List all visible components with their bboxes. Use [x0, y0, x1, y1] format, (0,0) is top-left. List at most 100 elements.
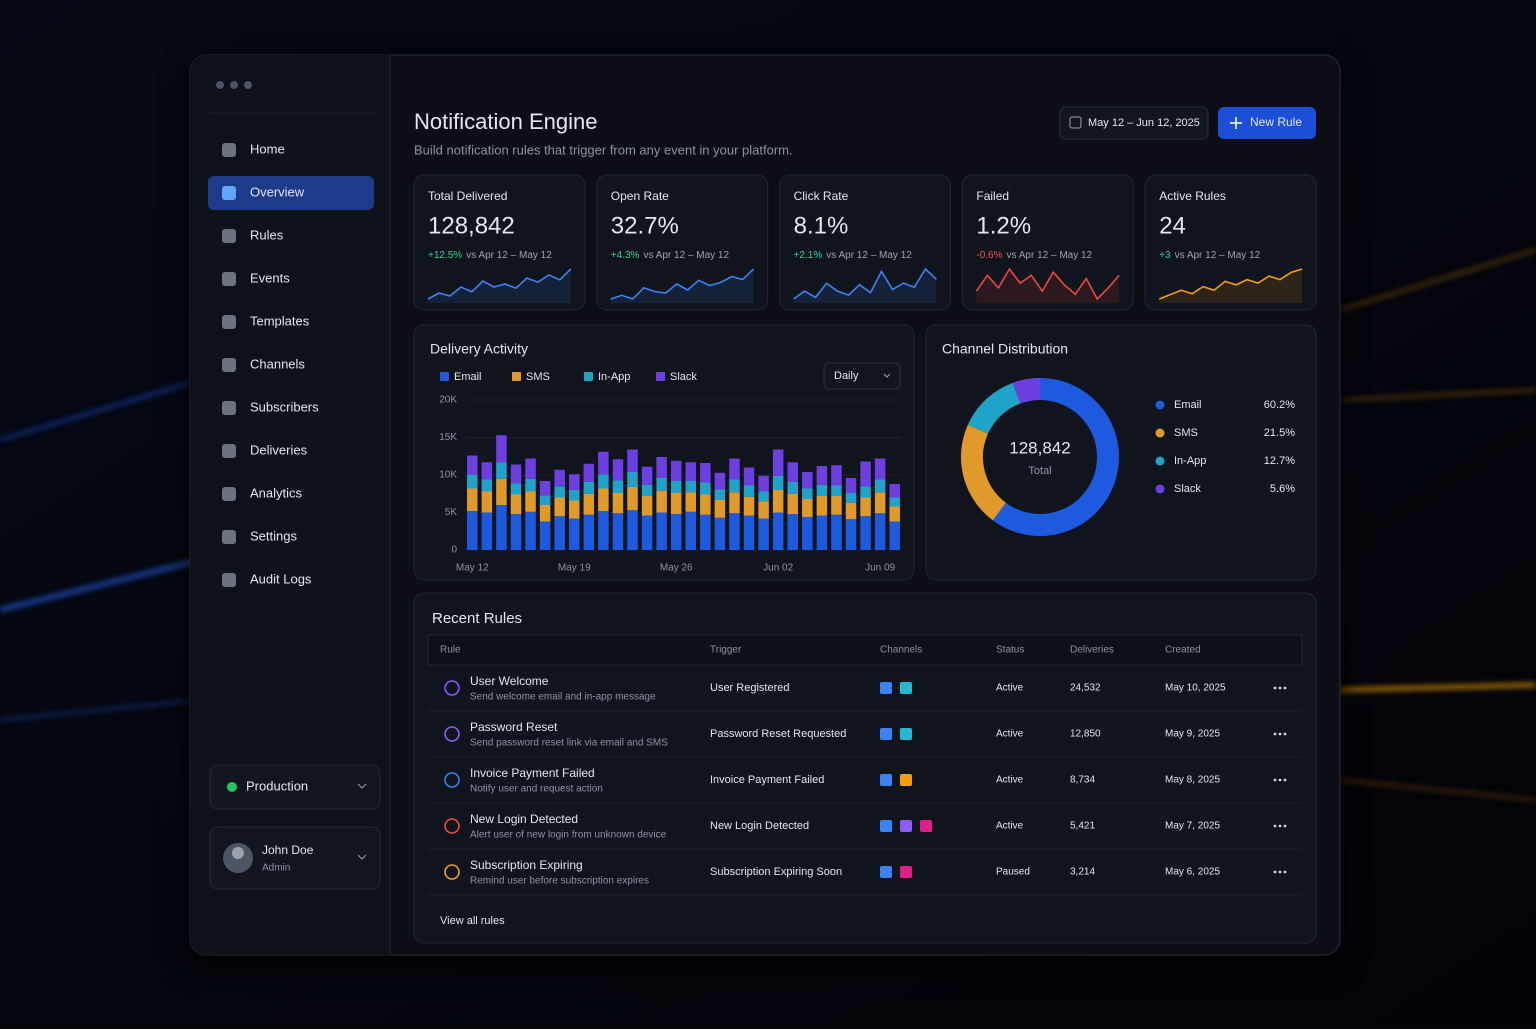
bar-segment	[598, 474, 609, 489]
legend-dot	[1155, 484, 1165, 494]
bar-segment	[598, 488, 609, 511]
rule-deliveries: 8,734	[1070, 775, 1095, 786]
kpi-comparison: vs Apr 12 – May 12	[466, 250, 552, 261]
menu-dot	[1278, 778, 1282, 782]
row-menu[interactable]	[1273, 686, 1287, 690]
kpi-comparison: vs Apr 12 – May 12	[1007, 250, 1093, 261]
rule-name: Password Reset	[470, 720, 558, 734]
bar-segment	[467, 475, 478, 489]
legend-label: Email	[1174, 399, 1202, 411]
new-rule-label: New Rule	[1250, 115, 1302, 129]
menu-dot	[1283, 732, 1287, 736]
bar-segment	[874, 479, 886, 493]
rule-status: Paused	[996, 867, 1030, 878]
environment-select[interactable]	[209, 764, 381, 810]
kpi-comparison: vs Apr 12 – May 12	[1175, 250, 1261, 261]
row-menu[interactable]	[1273, 870, 1287, 874]
bar-segment	[714, 472, 726, 490]
nav-item[interactable]: Audit Logs	[250, 571, 312, 586]
rule-created: May 6, 2025	[1165, 867, 1220, 878]
nav-item[interactable]: Events	[250, 270, 290, 285]
rule-created: May 10, 2025	[1165, 683, 1226, 694]
bar-segment	[845, 502, 857, 520]
bar-segment	[583, 514, 595, 550]
user-menu[interactable]	[209, 826, 381, 890]
bar-segment	[889, 521, 900, 550]
x-tick-label: May 26	[660, 563, 693, 574]
nav-item[interactable]: Templates	[250, 313, 310, 328]
bar-segment	[670, 493, 682, 514]
bar-segment	[496, 462, 507, 479]
bar-segment	[831, 485, 842, 496]
bar-segment	[656, 457, 667, 478]
sparkline	[1158, 268, 1303, 300]
donut-segment	[967, 382, 1021, 435]
row-menu[interactable]	[1273, 824, 1287, 828]
bar-segment	[700, 514, 711, 550]
nav-item[interactable]: Analytics	[250, 485, 303, 500]
nav-item[interactable]: Overview	[250, 184, 305, 199]
user-name: John Doe	[262, 843, 314, 857]
menu-dot	[1278, 686, 1282, 690]
rule-icon	[444, 726, 460, 742]
bar-segment	[569, 500, 580, 519]
x-tick-label: May 19	[558, 563, 591, 574]
chevron	[357, 854, 367, 860]
window-dot	[244, 81, 252, 89]
bar-segment	[627, 472, 638, 487]
nav-icon	[222, 401, 236, 415]
nav-item[interactable]: Home	[250, 141, 285, 156]
menu-dot	[1273, 824, 1277, 828]
rule-status: Active	[996, 683, 1024, 694]
column-header: Rule	[440, 645, 461, 656]
bar-segment	[496, 505, 507, 550]
nav-item[interactable]: Subscribers	[250, 399, 319, 414]
kpi-change: -0.6%	[976, 250, 1002, 261]
bar-segment	[816, 466, 828, 485]
legend-label: Email	[454, 371, 482, 383]
bar-segment	[510, 494, 522, 514]
kpi-change-line: -0.6% vs Apr 12 – May 12	[976, 250, 1092, 261]
nav-item[interactable]: Rules	[250, 227, 284, 242]
nav-item[interactable]: Deliveries	[250, 442, 308, 457]
bar-segment	[816, 515, 828, 550]
row-menu[interactable]	[1273, 778, 1287, 782]
rule-trigger: Invoice Payment Failed	[710, 774, 824, 786]
menu-dot	[1283, 824, 1287, 828]
kpi-value: 24	[1159, 212, 1186, 239]
x-tick-label: Jun 09	[865, 563, 895, 574]
nav-item[interactable]: Channels	[250, 356, 305, 371]
legend-label: Slack	[670, 371, 697, 383]
bar-segment	[554, 486, 565, 498]
chevron	[883, 373, 891, 378]
new-rule-button[interactable]	[1218, 107, 1316, 139]
rule-description: Send password reset link via email and S…	[470, 738, 668, 749]
row-menu[interactable]	[1273, 732, 1287, 736]
channel-icon	[900, 774, 912, 786]
bar-segment	[569, 490, 580, 501]
bar-segment	[627, 487, 638, 511]
column-header: Channels	[880, 645, 922, 656]
bar-segment	[831, 465, 842, 486]
view-all-link[interactable]: View all rules	[440, 915, 505, 927]
kpi-value: 128,842	[428, 212, 515, 239]
bar-segment	[627, 449, 638, 472]
period-select[interactable]	[823, 362, 901, 390]
bar-segment	[845, 478, 857, 493]
bar-segment	[758, 518, 769, 550]
legend-swatch	[656, 372, 665, 381]
date-range-picker[interactable]	[1059, 106, 1209, 140]
environment-status	[227, 782, 237, 792]
donut-segment	[1012, 378, 1041, 404]
kpi-label: Open Rate	[611, 189, 669, 203]
rule-description: Remind user before subscription expires	[470, 876, 649, 887]
kpi-change: +4.3%	[611, 250, 640, 261]
menu-dot	[1283, 686, 1287, 690]
kpi-card	[1144, 174, 1317, 311]
kpi-label: Active Rules	[1159, 189, 1226, 203]
nav-item[interactable]: Settings	[250, 528, 297, 543]
nav-icon	[222, 487, 236, 501]
bar-segment	[583, 493, 595, 515]
bar-segment	[539, 521, 551, 550]
table-title: Recent Rules	[432, 610, 522, 627]
